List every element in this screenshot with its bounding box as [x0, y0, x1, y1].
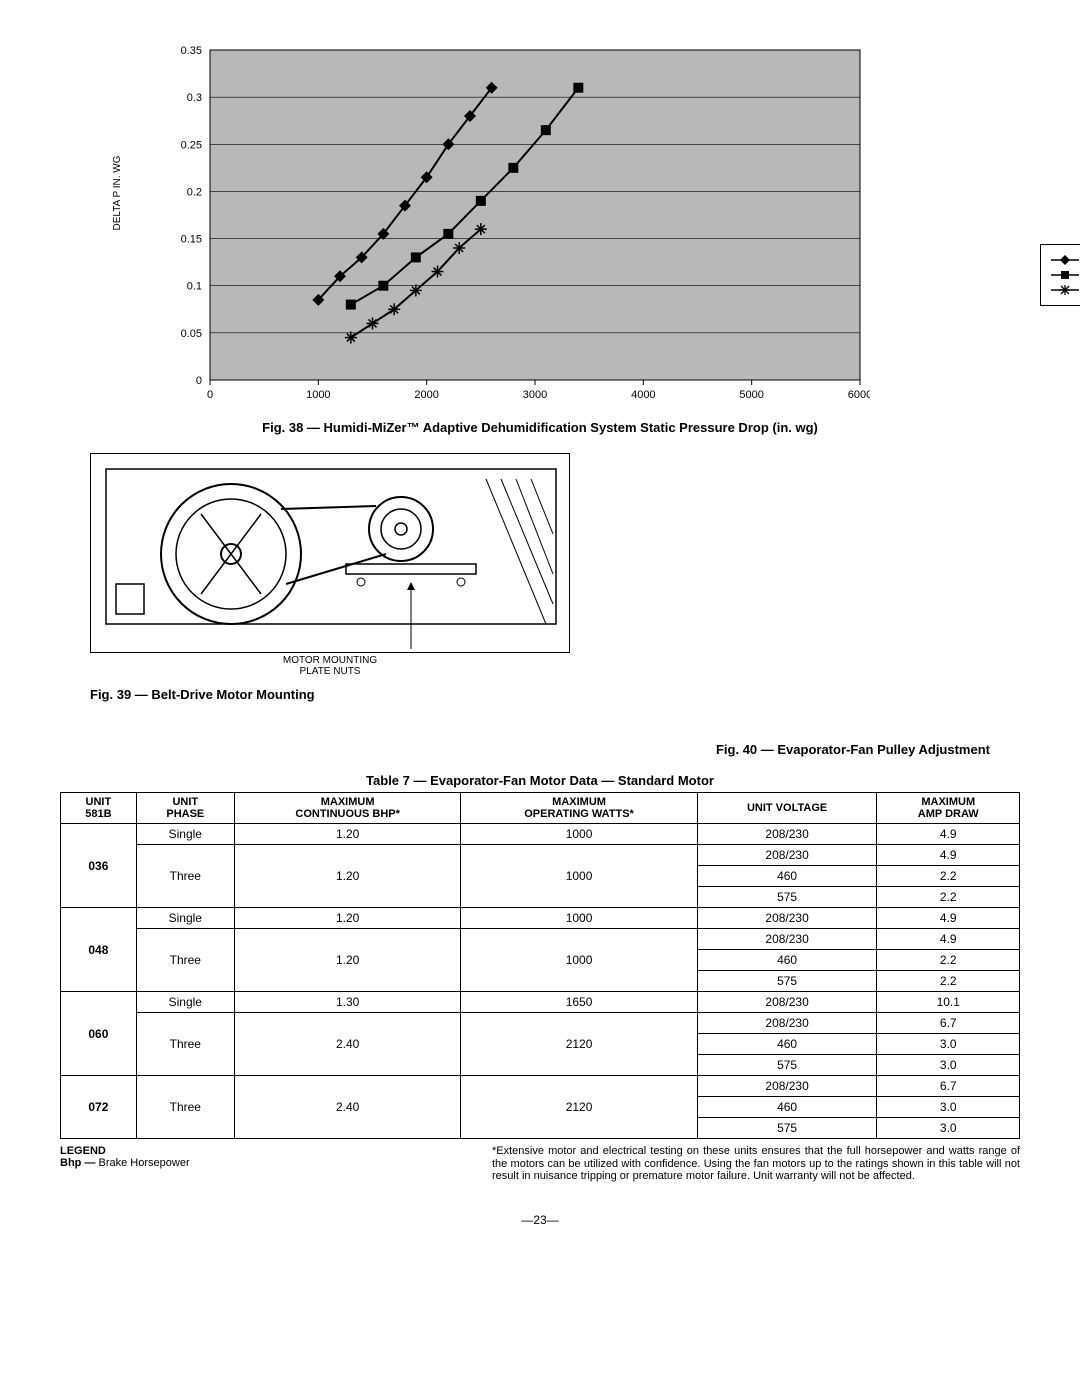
footnote: *Extensive motor and electrical testing …	[492, 1145, 1020, 1183]
table-row: Three1.201000208/2304.9	[61, 929, 1020, 950]
chart-legend: 4 & 5 ton6 ton3 ton	[1040, 244, 1080, 306]
svg-text:0.15: 0.15	[181, 234, 202, 246]
svg-text:0.3: 0.3	[187, 92, 202, 104]
svg-text:2000: 2000	[414, 389, 438, 401]
table7-caption: Table 7 — Evaporator-Fan Motor Data — St…	[60, 773, 1020, 788]
page-number: —23—	[60, 1213, 1020, 1227]
fig39-caption: Fig. 39 — Belt-Drive Motor Mounting	[90, 687, 1020, 702]
svg-text:0.25: 0.25	[181, 139, 202, 151]
table-row: 036Single1.201000208/2304.9	[61, 824, 1020, 845]
table-row: 060Single1.301650208/23010.1	[61, 992, 1020, 1013]
fig39-label: MOTOR MOUNTING PLATE NUTS	[90, 655, 570, 677]
fig40-caption: Fig. 40 — Evaporator-Fan Pulley Adjustme…	[60, 742, 990, 757]
table-row: 048Single1.201000208/2304.9	[61, 908, 1020, 929]
svg-text:0.35: 0.35	[181, 45, 202, 57]
svg-text:0: 0	[196, 375, 202, 387]
motor-mounting-diagram: MOTOR MOUNTING PLATE NUTS	[90, 453, 570, 677]
fig38-caption: Fig. 38 — Humidi-MiZer™ Adaptive Dehumid…	[60, 420, 1020, 435]
pressure-drop-chart: DELTA P IN. WG 00.050.10.150.20.250.30.3…	[150, 40, 1020, 410]
chart-svg: 0 0.05 0.1 0.15 0.2 0.25 0.3 0.35 0 1000 2000 3000 4…	[150, 40, 870, 410]
svg-text:0.2: 0.2	[187, 186, 202, 198]
svg-text:0: 0	[207, 389, 213, 401]
svg-text:5000: 5000	[739, 389, 763, 401]
table-row: Three1.201000208/2304.9	[61, 845, 1020, 866]
svg-text:0.05: 0.05	[181, 328, 202, 340]
table-row: Three2.402120208/2306.7	[61, 1013, 1020, 1034]
svg-text:3000: 3000	[523, 389, 547, 401]
y-axis-label: DELTA P IN. WG	[112, 155, 123, 230]
table-row: 072Three2.402120208/2306.7	[61, 1076, 1020, 1097]
svg-text:1000: 1000	[306, 389, 330, 401]
svg-text:0.1: 0.1	[187, 281, 202, 293]
fig39-svg	[90, 453, 570, 653]
legend-block: LEGEND Bhp — Brake Horsepower	[60, 1145, 444, 1183]
svg-text:6000: 6000	[848, 389, 870, 401]
svg-text:4000: 4000	[631, 389, 655, 401]
motor-data-table: UNIT581BUNITPHASEMAXIMUMCONTINUOUS BHP*M…	[60, 792, 1020, 1139]
